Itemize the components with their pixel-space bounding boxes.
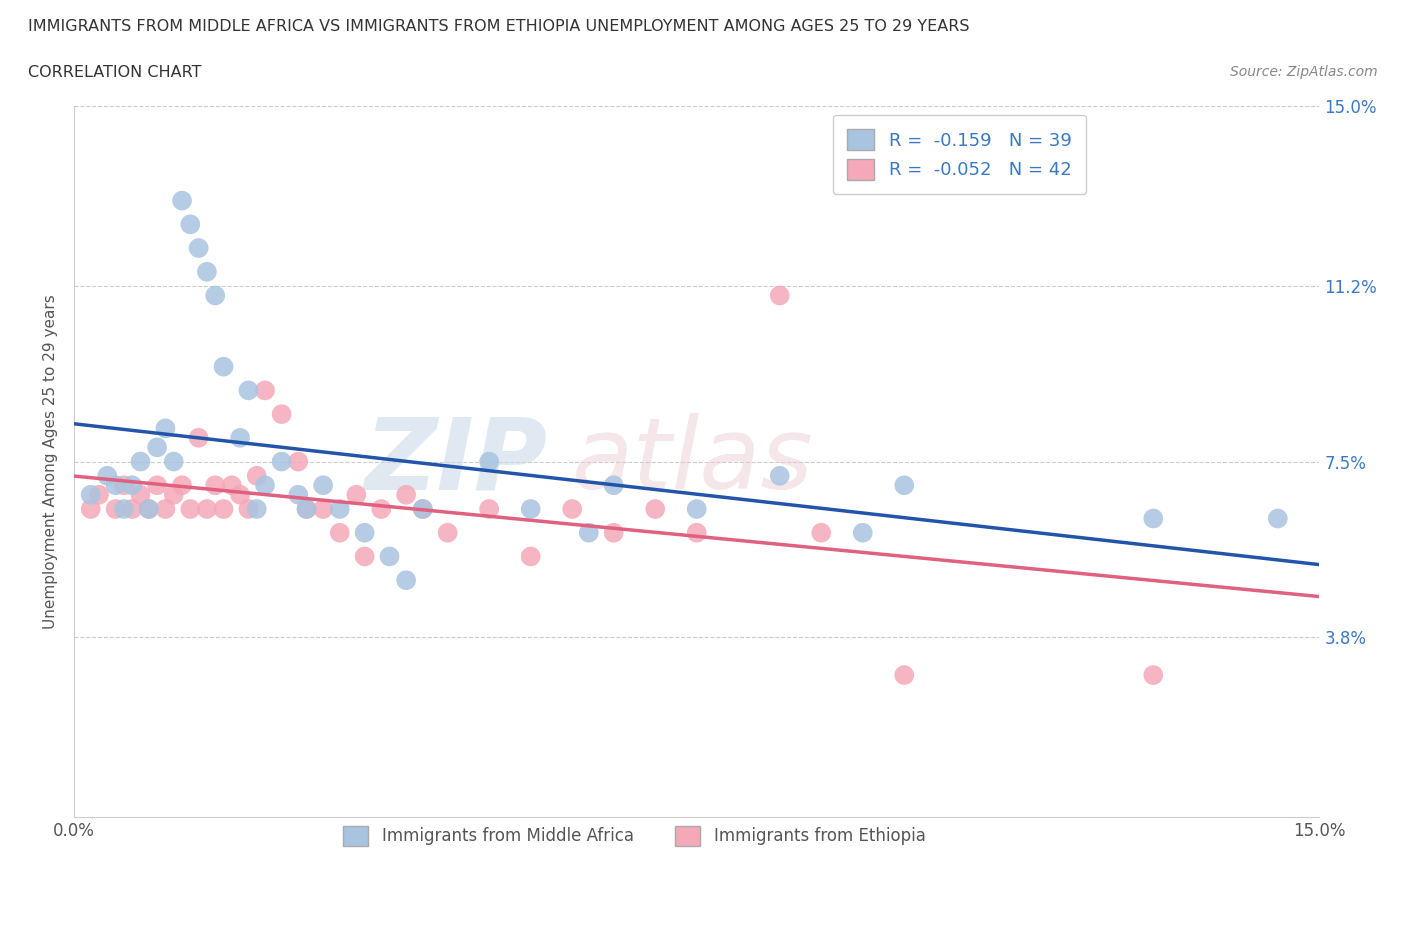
Point: [112, 478, 135, 493]
Text: Source: ZipAtlas.com: Source: ZipAtlas.com: [1230, 65, 1378, 79]
Point: [155, 421, 177, 436]
Point: [212, 501, 235, 516]
Point: [195, 264, 218, 279]
Point: [378, 549, 401, 564]
Point: [1142, 512, 1164, 526]
Point: [295, 501, 318, 516]
Point: [112, 501, 135, 516]
Point: [769, 288, 792, 303]
Point: [329, 525, 352, 540]
Point: [146, 440, 169, 455]
Point: [602, 525, 624, 540]
Text: atlas: atlas: [572, 413, 814, 510]
Point: [686, 501, 709, 516]
Point: [104, 501, 127, 516]
Point: [229, 431, 252, 445]
Point: [412, 501, 434, 516]
Point: [187, 241, 209, 256]
Point: [287, 454, 309, 469]
Point: [270, 406, 292, 421]
Point: [602, 478, 624, 493]
Point: [104, 478, 127, 493]
Point: [312, 478, 335, 493]
Point: [370, 501, 392, 516]
Point: [395, 487, 418, 502]
Point: [893, 478, 915, 493]
Point: [253, 478, 276, 493]
Point: [519, 549, 541, 564]
Point: [238, 501, 260, 516]
Point: [204, 288, 226, 303]
Point: [295, 501, 318, 516]
Point: [344, 487, 367, 502]
Point: [287, 487, 309, 502]
Point: [87, 487, 110, 502]
Point: [163, 454, 186, 469]
Point: [138, 501, 160, 516]
Point: [329, 501, 352, 516]
Point: [353, 525, 375, 540]
Point: [644, 501, 666, 516]
Point: [519, 501, 541, 516]
Point: [246, 501, 269, 516]
Point: [810, 525, 832, 540]
Point: [395, 573, 418, 588]
Point: [129, 487, 152, 502]
Point: [436, 525, 458, 540]
Point: [893, 668, 915, 683]
Point: [253, 383, 276, 398]
Point: [270, 454, 292, 469]
Point: [246, 469, 269, 484]
Point: [121, 478, 143, 493]
Point: [578, 525, 600, 540]
Point: [195, 501, 218, 516]
Point: [1267, 512, 1289, 526]
Point: [170, 478, 193, 493]
Y-axis label: Unemployment Among Ages 25 to 29 years: Unemployment Among Ages 25 to 29 years: [44, 294, 58, 629]
Point: [170, 193, 193, 208]
Point: [80, 487, 103, 502]
Point: [686, 525, 709, 540]
Point: [221, 478, 243, 493]
Point: [769, 469, 792, 484]
Point: [179, 501, 201, 516]
Point: [187, 431, 209, 445]
Point: [146, 478, 169, 493]
Point: [478, 454, 501, 469]
Point: [229, 487, 252, 502]
Point: [96, 469, 118, 484]
Point: [478, 501, 501, 516]
Text: IMMIGRANTS FROM MIDDLE AFRICA VS IMMIGRANTS FROM ETHIOPIA UNEMPLOYMENT AMONG AGE: IMMIGRANTS FROM MIDDLE AFRICA VS IMMIGRA…: [28, 19, 970, 33]
Point: [1142, 668, 1164, 683]
Point: [238, 383, 260, 398]
Point: [212, 359, 235, 374]
Point: [353, 549, 375, 564]
Point: [155, 501, 177, 516]
Point: [204, 478, 226, 493]
Point: [80, 501, 103, 516]
Point: [412, 501, 434, 516]
Point: [163, 487, 186, 502]
Point: [129, 454, 152, 469]
Point: [179, 217, 201, 232]
Text: CORRELATION CHART: CORRELATION CHART: [28, 65, 201, 80]
Point: [852, 525, 875, 540]
Text: ZIP: ZIP: [364, 413, 547, 510]
Point: [312, 501, 335, 516]
Point: [138, 501, 160, 516]
Point: [561, 501, 583, 516]
Legend: Immigrants from Middle Africa, Immigrants from Ethiopia: Immigrants from Middle Africa, Immigrant…: [330, 813, 939, 859]
Point: [121, 501, 143, 516]
